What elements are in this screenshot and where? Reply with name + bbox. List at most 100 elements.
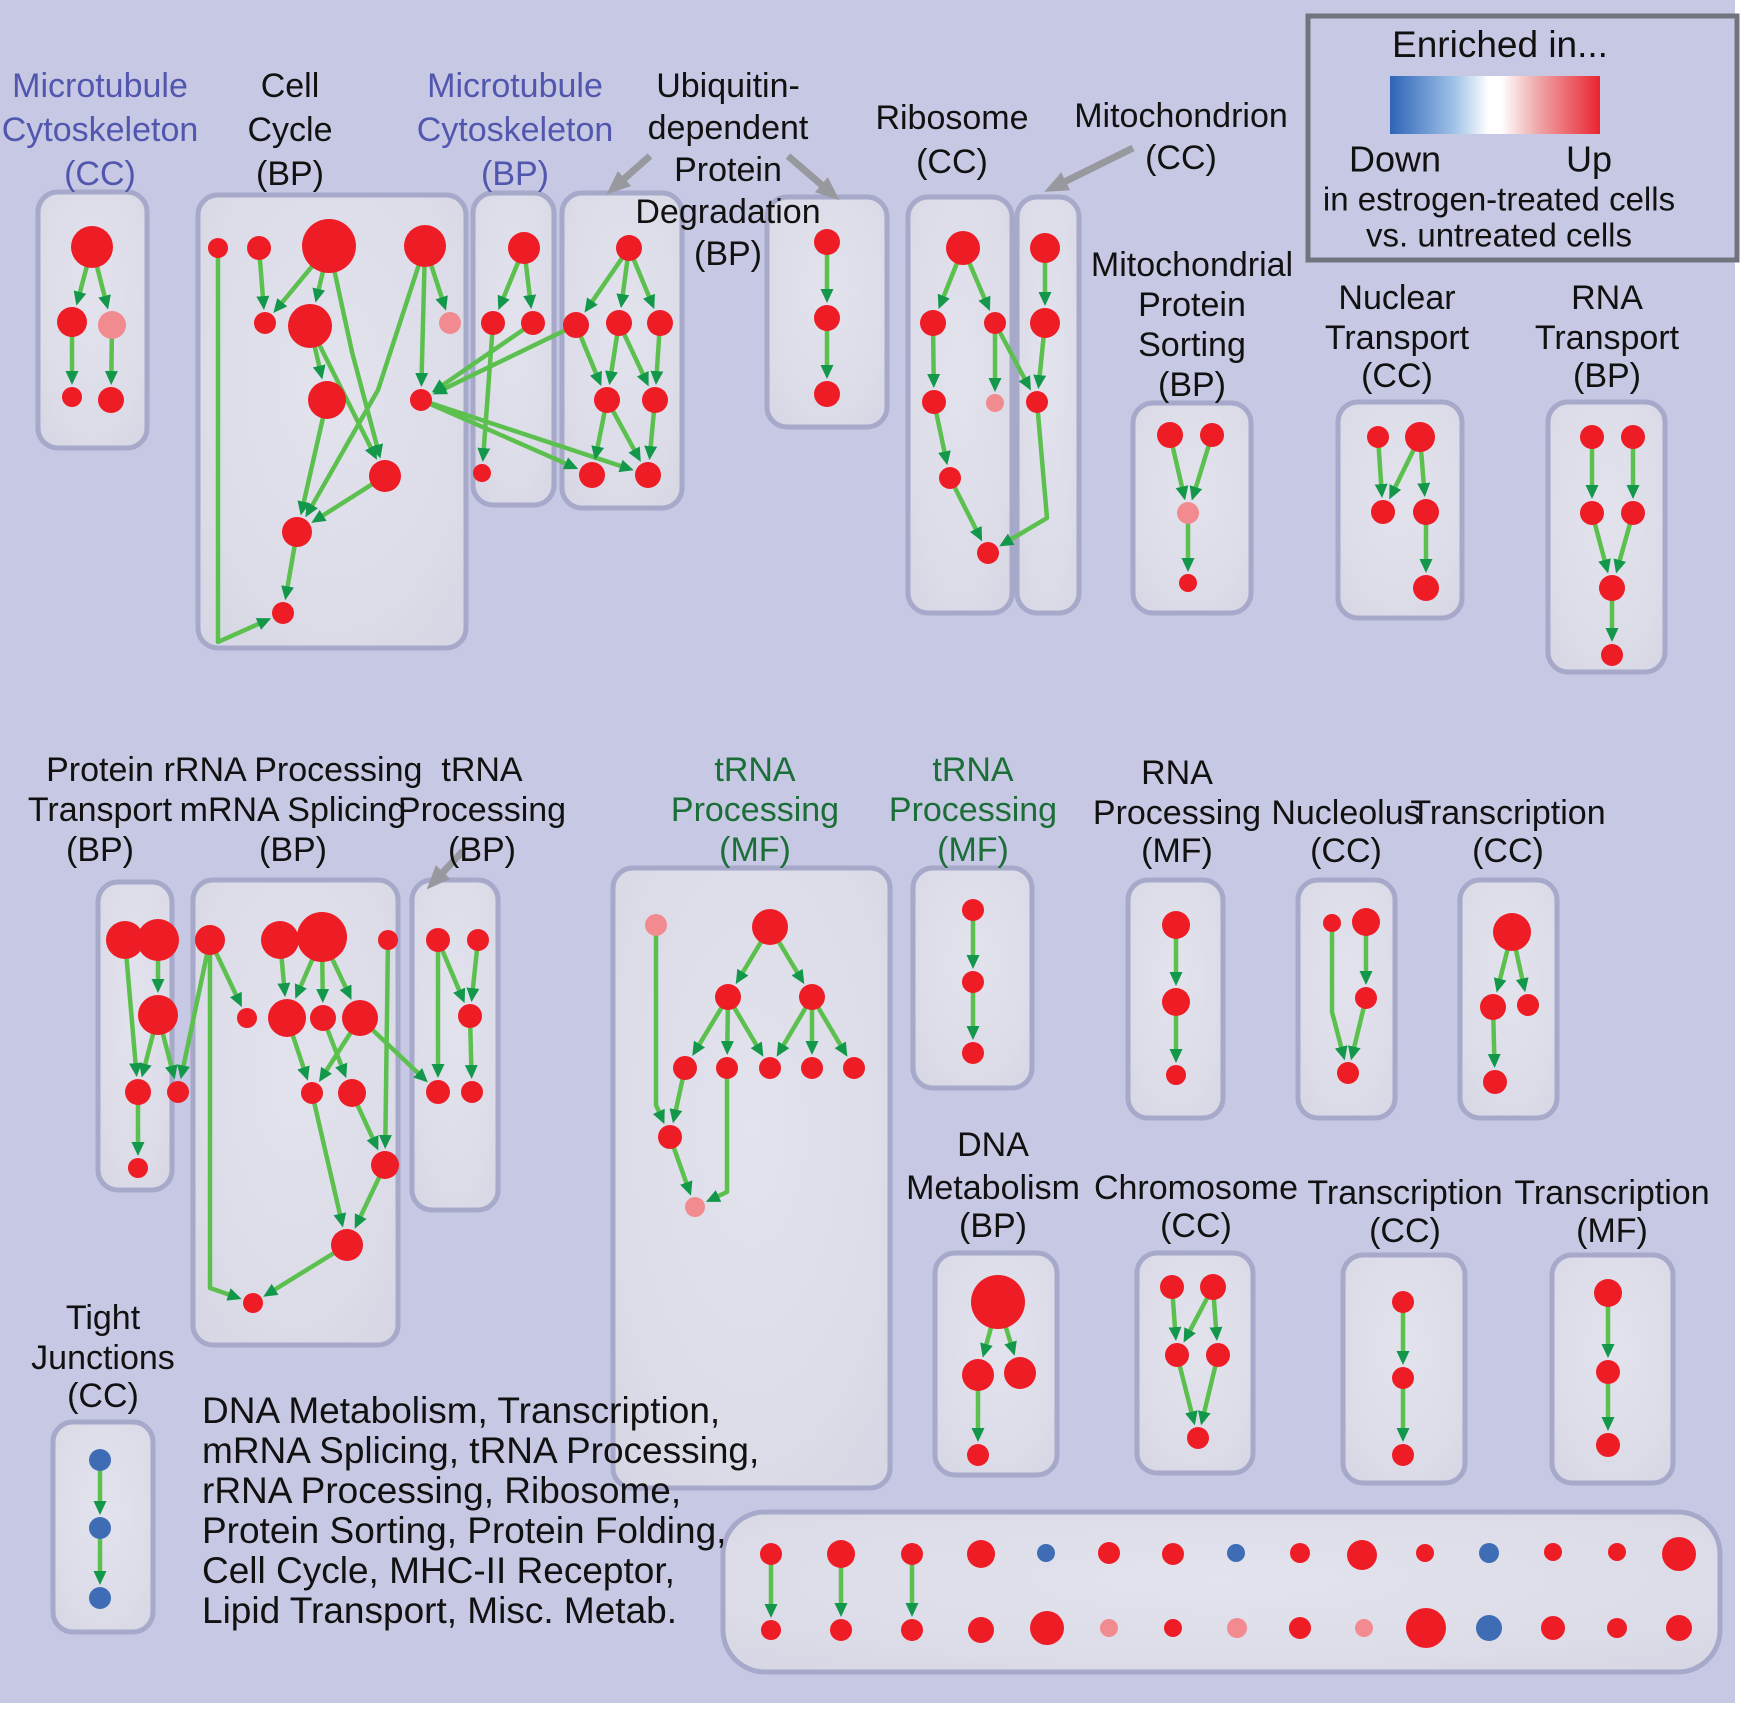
edge-arrow bbox=[415, 245, 429, 388]
cluster-label-line: (CC) bbox=[1145, 139, 1217, 177]
go-term-node bbox=[1476, 1615, 1502, 1641]
shared-terms-note-line: mRNA Splicing, tRNA Processing, bbox=[202, 1430, 759, 1471]
go-term-node bbox=[967, 1540, 995, 1568]
cluster-label-line: tRNA bbox=[714, 751, 796, 789]
go-term-node bbox=[243, 1293, 263, 1313]
go-term-node bbox=[1666, 1615, 1692, 1641]
ubiquitin-pointer-right-arrow bbox=[785, 153, 840, 201]
go-term-node bbox=[1157, 422, 1183, 448]
go-term-node bbox=[1355, 1619, 1373, 1637]
legend-gradient-bar bbox=[1390, 76, 1600, 134]
go-term-node bbox=[1166, 1065, 1186, 1085]
go-term-node bbox=[57, 307, 87, 337]
cluster-label-line: Transcription bbox=[1410, 794, 1605, 832]
cluster-label-line: (CC) bbox=[1369, 1212, 1441, 1250]
shared-terms-note-line: DNA Metabolism, Transcription, bbox=[202, 1390, 720, 1431]
edge-arrow bbox=[215, 248, 272, 645]
go-term-node bbox=[342, 1000, 378, 1036]
go-term-node bbox=[378, 930, 398, 950]
legend-down-label: Down bbox=[1349, 139, 1441, 180]
cluster-label-line: (BP) bbox=[448, 831, 516, 869]
edge-arrow bbox=[420, 397, 579, 470]
cluster-label-line: (MF) bbox=[719, 831, 791, 869]
go-term-box-microtubule-cc bbox=[35, 189, 150, 451]
go-term-node bbox=[1030, 308, 1060, 338]
go-term-box-rna-transport bbox=[1545, 399, 1668, 675]
go-term-node bbox=[1480, 994, 1506, 1020]
legend-box bbox=[1305, 13, 1740, 263]
go-term-node bbox=[645, 914, 667, 936]
go-term-node bbox=[1594, 1279, 1622, 1307]
go-term-box-mitochondrion bbox=[1014, 194, 1082, 616]
go-term-node bbox=[1601, 644, 1623, 666]
cluster-label-line: (BP) bbox=[1158, 366, 1226, 404]
go-term-node bbox=[426, 1080, 450, 1104]
go-term-node bbox=[685, 1197, 705, 1217]
go-term-node bbox=[1355, 987, 1377, 1009]
go-term-node bbox=[962, 971, 984, 993]
cluster-label-line: Junctions bbox=[31, 1339, 175, 1377]
cluster-label-line: (CC) bbox=[1472, 832, 1544, 870]
go-term-node bbox=[1483, 1070, 1507, 1094]
go-term-node bbox=[1596, 1360, 1620, 1384]
go-term-node bbox=[759, 1057, 781, 1079]
go-term-node bbox=[814, 229, 840, 255]
go-term-node bbox=[1200, 423, 1224, 447]
cluster-label-line: Cytoskeleton bbox=[2, 111, 199, 149]
go-term-node bbox=[563, 312, 589, 338]
legend-subtitle-2: vs. untreated cells bbox=[1366, 217, 1632, 254]
go-term-box-transcription-cc-mid bbox=[1457, 877, 1560, 1121]
go-term-node bbox=[426, 928, 450, 952]
cluster-label-line: Mitochondrion bbox=[1074, 97, 1288, 135]
go-term-node bbox=[1100, 1619, 1118, 1637]
go-term-node bbox=[1413, 499, 1439, 525]
go-term-node bbox=[272, 602, 294, 624]
go-term-node bbox=[1352, 908, 1380, 936]
go-term-node bbox=[1608, 1543, 1626, 1561]
go-term-node bbox=[404, 225, 446, 267]
go-term-node bbox=[971, 1275, 1025, 1329]
go-term-node bbox=[89, 1517, 111, 1539]
go-term-node bbox=[1179, 574, 1197, 592]
go-term-node bbox=[208, 238, 228, 258]
cluster-label-line: Processing bbox=[1093, 794, 1261, 832]
edge-arrow bbox=[326, 245, 384, 459]
go-term-node bbox=[1323, 914, 1341, 932]
legend-subtitle-1: in estrogen-treated cells bbox=[1323, 181, 1675, 218]
edge-arrow bbox=[999, 401, 1050, 547]
go-term-node bbox=[410, 389, 432, 411]
cluster-label-line: DNA bbox=[957, 1126, 1029, 1164]
cluster-label-line: Transport bbox=[1535, 319, 1680, 357]
go-term-node bbox=[1517, 994, 1539, 1016]
cluster-label-line: (BP) bbox=[1573, 357, 1641, 395]
cluster-label-line: Transport bbox=[1325, 319, 1470, 357]
go-term-node bbox=[1621, 501, 1645, 525]
go-term-node bbox=[508, 232, 540, 264]
go-term-node bbox=[1004, 1357, 1036, 1389]
go-term-node bbox=[799, 984, 825, 1010]
cluster-label-line: Transcription bbox=[1307, 1174, 1502, 1212]
cluster-label-line: mRNA Splicing bbox=[180, 791, 407, 829]
go-term-node bbox=[338, 1079, 366, 1107]
cluster-label-line: Protein bbox=[46, 751, 154, 789]
cluster-label-line: (CC) bbox=[916, 143, 988, 181]
cluster-label-line: (CC) bbox=[1361, 357, 1433, 395]
go-term-node bbox=[1580, 425, 1604, 449]
cluster-label-microtubule-cytoskeleton-cc: Microtubule Cytoskeleton (CC) bbox=[2, 67, 199, 193]
go-term-node bbox=[302, 219, 356, 273]
cluster-label-line: (BP) bbox=[481, 155, 549, 193]
cluster-label-cell-cycle-bp: Cell Cycle (BP) bbox=[247, 67, 332, 193]
go-term-node bbox=[1227, 1544, 1245, 1562]
cluster-label-line: Mitochondrial bbox=[1091, 246, 1293, 284]
go-term-node bbox=[1227, 1618, 1247, 1638]
go-term-node bbox=[967, 1444, 989, 1466]
go-term-node bbox=[89, 1449, 111, 1471]
edge-arrow bbox=[378, 939, 392, 1150]
go-term-node bbox=[1337, 1062, 1359, 1084]
cluster-label-line: Processing bbox=[889, 791, 1057, 829]
